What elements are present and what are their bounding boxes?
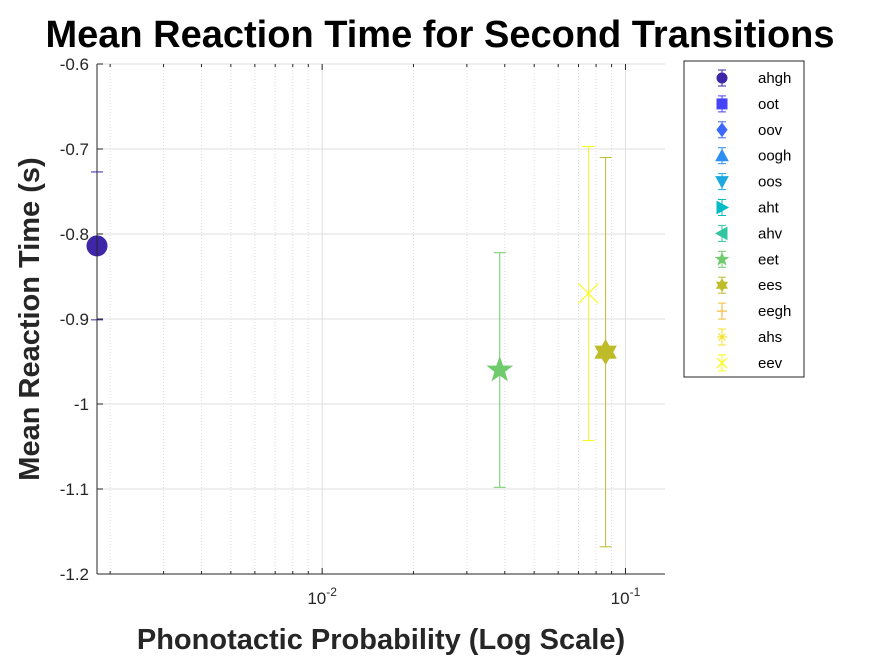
legend-box — [683, 60, 805, 378]
legend-item-eev: eev — [716, 354, 783, 372]
legend-items: ahgh oot oov oogh oos aht ahv eet ees eegh ahs eev — [714, 69, 791, 372]
x-tick-label-exponent: -1 — [630, 585, 641, 599]
legend-label-ahgh: ahgh — [758, 70, 791, 87]
legend-label-oogh: oogh — [758, 148, 791, 165]
marker-stroke — [578, 283, 599, 304]
y-axis-label: Mean Reaction Time (s) — [14, 157, 46, 480]
y-tick-label: -0.8 — [60, 225, 89, 244]
legend-label-eet: eet — [758, 251, 780, 268]
legend-item-oogh: oogh — [715, 147, 791, 165]
x-axis-label: Phonotactic Probability (Log Scale) — [137, 624, 625, 656]
legend-item-ees: ees — [715, 276, 782, 294]
legend-item-oot: oot — [716, 95, 780, 113]
legend-marker-eegh — [717, 306, 727, 317]
legend-item-oov: oov — [716, 121, 783, 139]
legend-item-eet: eet — [714, 250, 780, 268]
x-tick-label-base: 10 — [307, 589, 326, 608]
legend-marker-eev — [716, 357, 728, 369]
y-tick-label: -0.9 — [60, 310, 89, 329]
plot-area: 10-2 10-1 -0.6-0.7-0.8-0.9-1-1.1-1.2 — [60, 55, 665, 608]
x-tick-label-exponent: -2 — [326, 585, 337, 599]
legend-marker-ahv — [714, 226, 728, 241]
legend-marker-oogh — [715, 148, 729, 162]
legend-item-aht: aht — [716, 199, 780, 217]
y-axis-ticks: -0.6 -0.7 -0.8 -0.9 -1 -1.1 -1.2 — [60, 55, 103, 584]
y-tick-label: -0.7 — [60, 140, 89, 159]
legend-label-oov: oov — [758, 122, 783, 139]
x-tick-label-base: 10 — [611, 589, 630, 608]
legend-label-ahv: ahv — [758, 225, 783, 242]
data-point-ees — [594, 339, 617, 366]
legend-label-oot: oot — [758, 96, 780, 113]
legend-label-aht: aht — [758, 200, 780, 217]
legend-marker-oot — [716, 98, 728, 110]
marker-stroke — [718, 333, 726, 341]
legend-label-oos: oos — [758, 174, 782, 191]
legend-marker-oos — [715, 176, 729, 189]
legend-item-ahs: ahs — [717, 328, 782, 346]
legend-marker-oov — [716, 122, 728, 138]
legend-item-eegh: eegh — [717, 302, 791, 320]
legend-marker-ahgh — [716, 72, 728, 84]
data-point-eet — [486, 355, 514, 382]
y-tick-label: -1.1 — [60, 480, 89, 499]
legend: ahgh oot oov oogh oos aht ahv eet ees eegh ahs eev — [683, 60, 805, 378]
legend-label-ees: ees — [758, 277, 782, 294]
legend-label-eev: eev — [758, 355, 783, 372]
legend-item-ahgh: ahgh — [716, 69, 791, 87]
legend-marker-ahs — [717, 332, 727, 342]
x-axis-ticks: 10-2 10-1 — [109, 64, 641, 608]
legend-marker-ees — [715, 278, 729, 293]
chart-title: Mean Reaction Time for Second Transition… — [45, 14, 834, 56]
data-point-eev — [578, 283, 599, 304]
legend-label-ahs: ahs — [758, 329, 782, 346]
x-tick-label: 10-1 — [611, 585, 641, 608]
marker-stroke — [716, 357, 728, 369]
y-tick-label: -1.2 — [60, 565, 89, 584]
legend-marker-aht — [716, 200, 730, 215]
legend-item-ahv: ahv — [714, 224, 783, 242]
legend-item-oos: oos — [715, 173, 782, 191]
y-tick-label: -1 — [74, 395, 89, 414]
legend-label-eegh: eegh — [758, 303, 791, 320]
y-tick-label: -0.6 — [60, 55, 89, 74]
x-tick-label: 10-2 — [307, 585, 337, 608]
legend-marker-eet — [714, 251, 730, 266]
